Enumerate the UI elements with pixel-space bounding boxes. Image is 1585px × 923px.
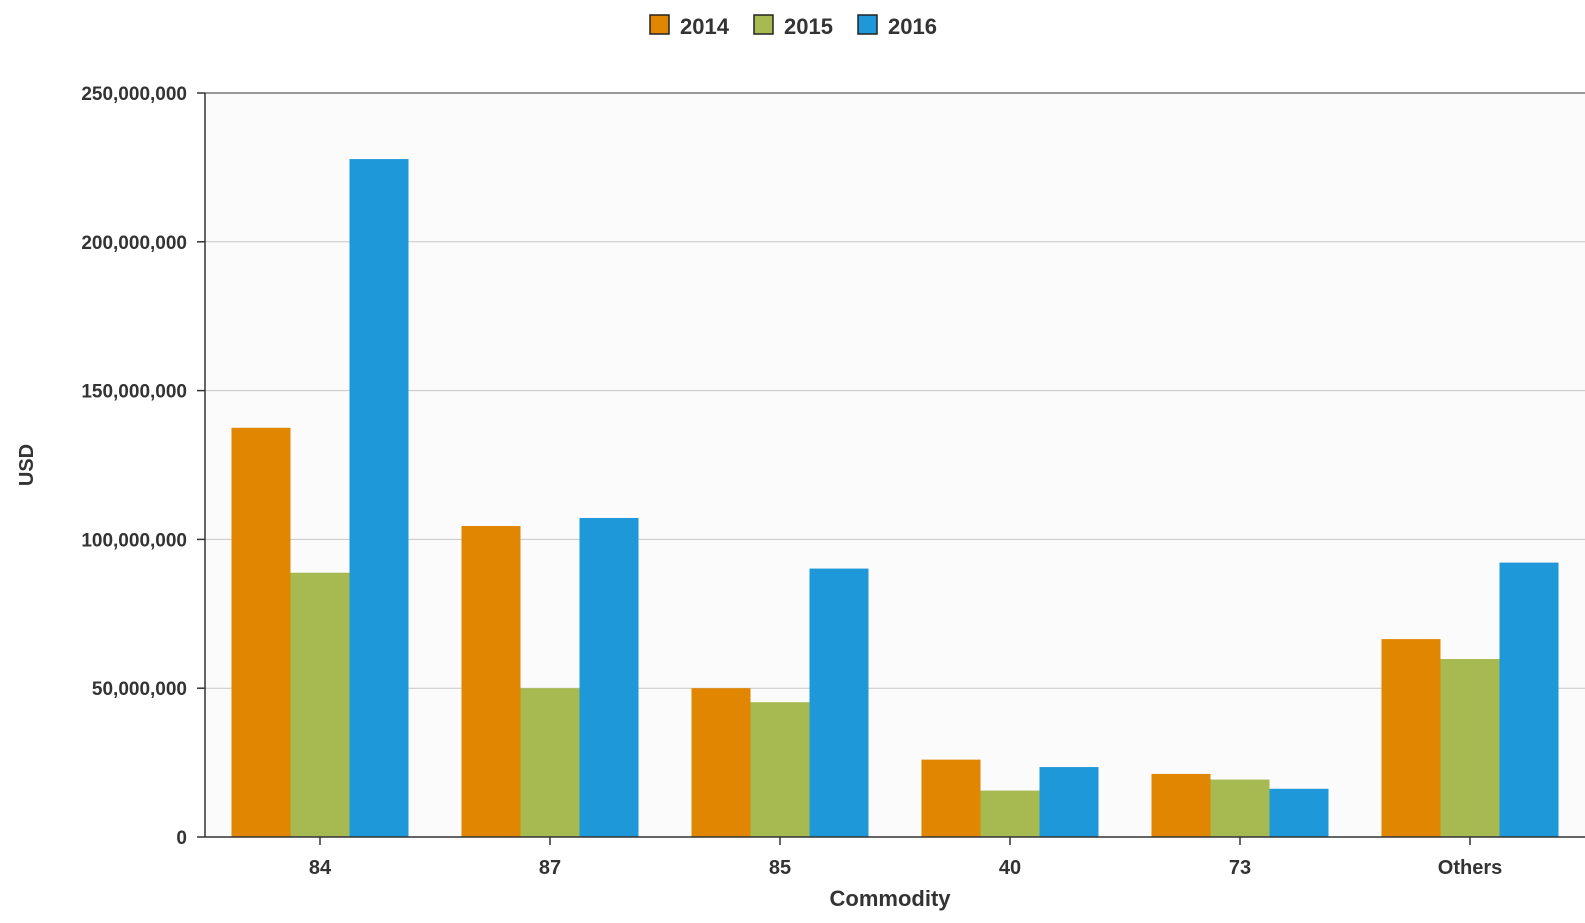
bar-2015-84 <box>290 572 350 837</box>
legend: 2014 2015 2016 <box>649 14 937 39</box>
bar-2015-87 <box>520 688 580 837</box>
x-tick-label: 73 <box>1229 857 1251 879</box>
y-axis-title: USD <box>16 444 38 486</box>
x-tick-label: 40 <box>999 857 1021 879</box>
legend-swatch-2015 <box>753 14 774 35</box>
axes <box>204 92 1585 838</box>
bar-2016-Others <box>1499 562 1559 837</box>
gridlines <box>197 92 1585 838</box>
legend-label-2014: 2014 <box>680 14 730 39</box>
bar-2016-87 <box>579 517 639 837</box>
y-tick-label: 50,000,000 <box>92 679 187 700</box>
x-tick-label: 87 <box>539 857 561 879</box>
bar-2015-40 <box>980 790 1040 837</box>
x-axis-title: Commodity <box>830 886 952 911</box>
legend-label-2015: 2015 <box>784 14 833 39</box>
bar-2015-85 <box>750 702 810 837</box>
legend-label-2016: 2016 <box>888 14 937 39</box>
bar-2015-73 <box>1210 779 1270 837</box>
bar-2016-40 <box>1039 767 1099 837</box>
y-tick-labels: 0 50,000,000 100,000,000 150,000,000 200,000… <box>81 84 187 849</box>
x-tick-labels: 84 87 85 40 73 Others <box>309 837 1502 879</box>
bar-2014-40 <box>921 759 981 837</box>
bar-2014-85 <box>691 688 751 837</box>
y-tick-label: 250,000,000 <box>81 84 187 105</box>
bar-2016-73 <box>1269 788 1329 837</box>
plot-background <box>205 93 1585 837</box>
x-tick-label: 85 <box>769 857 791 879</box>
bars <box>231 159 1559 837</box>
y-tick-label: 100,000,000 <box>81 530 187 551</box>
legend-swatch-2016 <box>857 14 878 35</box>
bar-2015-Others <box>1440 659 1500 837</box>
bar-2014-Others <box>1381 639 1441 837</box>
bar-2014-84 <box>231 427 291 837</box>
bar-2016-85 <box>809 568 869 837</box>
x-tick-label: 84 <box>309 857 332 879</box>
legend-swatch-2014 <box>649 14 670 35</box>
y-tick-label: 150,000,000 <box>81 382 187 403</box>
bar-2014-87 <box>461 526 521 837</box>
x-tick-label: Others <box>1438 857 1502 879</box>
y-tick-label: 0 <box>176 828 187 849</box>
y-tick-label: 200,000,000 <box>81 233 187 254</box>
bar-2016-84 <box>349 159 409 837</box>
bar-2014-73 <box>1151 773 1211 837</box>
